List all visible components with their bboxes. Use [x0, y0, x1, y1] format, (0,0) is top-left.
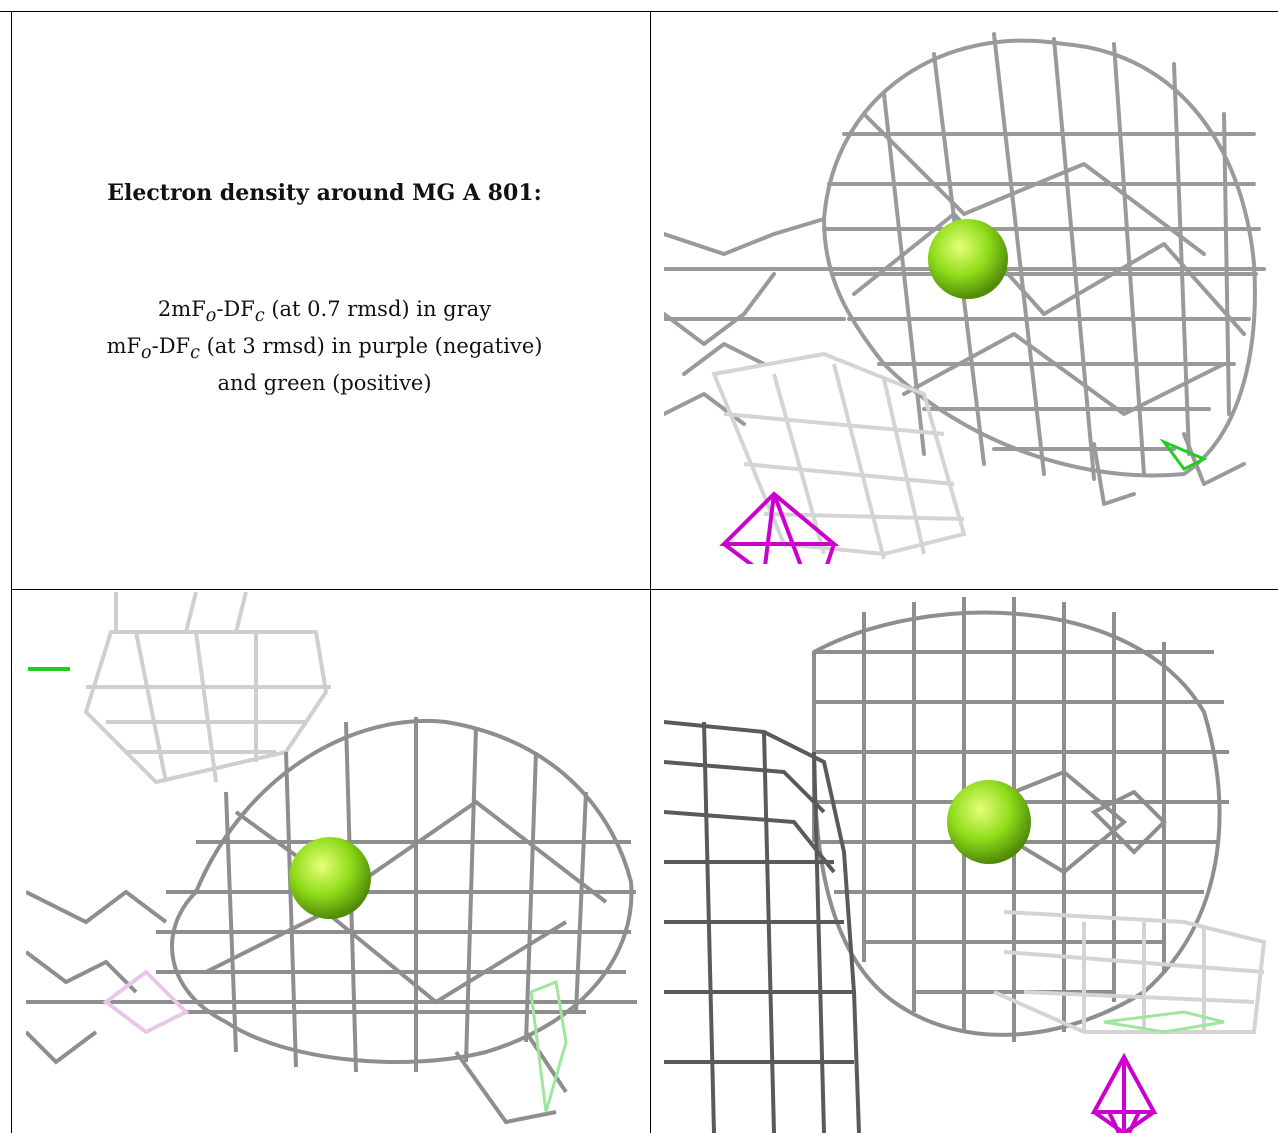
legend-line-2: mFo-DFc (at 3 rmsd) in purple (negative) [106, 334, 543, 364]
faint-mesh [993, 910, 1267, 1034]
mesh-svg-bottom-left [26, 592, 637, 1125]
frame-center-horizontal [11, 589, 1278, 590]
faint-positive-density-mesh [1103, 1010, 1225, 1034]
density-view-bottom-left [26, 592, 637, 1133]
magnesium-atom [928, 219, 1008, 299]
positive-density-mesh [1159, 438, 1208, 471]
density-view-bottom-right [664, 592, 1278, 1133]
dark-mesh-fragment [664, 720, 861, 1133]
negative-density-mesh [719, 491, 840, 564]
density-view-top-right [664, 14, 1278, 564]
caption-panel: Electron density around MG A 801: 2mFo-D… [12, 12, 637, 562]
magnesium-atom [289, 837, 371, 919]
gray-mesh [26, 717, 637, 1125]
caption-title: Electron density around MG A 801: [107, 180, 542, 206]
frame-center-vertical [650, 11, 651, 1133]
negative-density-mesh [1090, 1052, 1158, 1133]
legend-line-1: 2mFo-DFc (at 0.7 rmsd) in gray [157, 297, 492, 327]
mesh-svg-top-right [664, 32, 1266, 564]
frame-left [11, 11, 12, 1133]
caption-legend: 2mFo-DFc (at 0.7 rmsd) in gray mFo-DFc (… [12, 294, 637, 398]
magnesium-atom [947, 780, 1031, 864]
mesh-svg-bottom-right [664, 597, 1267, 1133]
faint-positive-density-mesh [529, 979, 568, 1113]
faint-top-mesh [83, 592, 331, 785]
frame-top [0, 11, 1278, 12]
faint-mesh [711, 351, 967, 560]
legend-line-3: and green (positive) [217, 371, 432, 396]
faint-negative-density-mesh [102, 969, 190, 1035]
